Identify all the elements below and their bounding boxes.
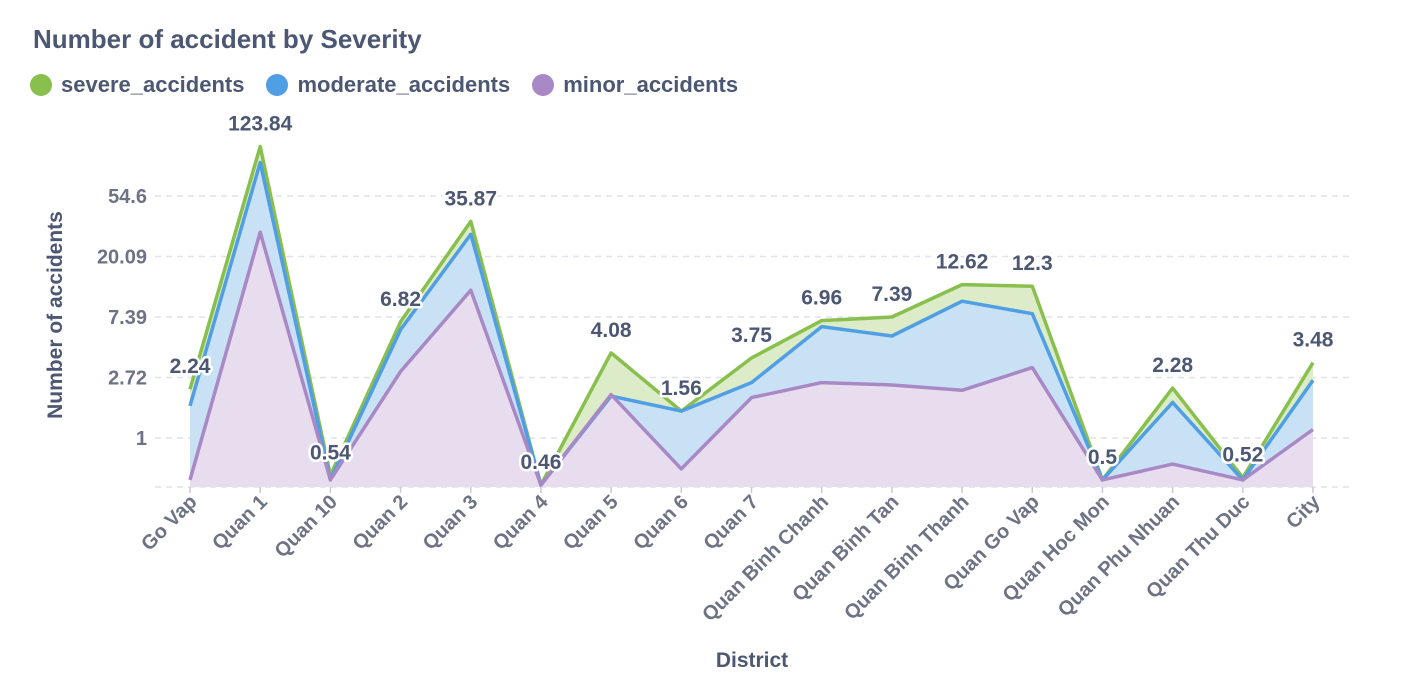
x-tick-label: City [1282, 490, 1325, 533]
x-tick-label: Quan 10 [271, 491, 342, 562]
line-severe_accidents [188, 144, 1315, 487]
x-tick-label: Quan 1 [208, 491, 271, 554]
data-label: 0.46 [521, 451, 562, 474]
data-label: 6.96 [801, 287, 842, 310]
legend-label-moderate: moderate_accidents [297, 72, 511, 97]
data-label: 2.28 [1152, 354, 1193, 377]
area-minor_accidents [190, 232, 1313, 487]
data-label: 0.52 [1222, 444, 1263, 467]
moderate-legend-dot [266, 74, 289, 96]
data-label: 35.87 [444, 187, 497, 210]
severe-legend-dot [30, 74, 52, 96]
x-tick-label: Go Vap [137, 491, 201, 555]
data-label: 123.84 [228, 112, 293, 135]
data-label: 3.48 [1293, 329, 1334, 352]
data-label: 12.62 [936, 251, 989, 274]
data-label: 1.56 [661, 377, 702, 400]
x-tick-label: Quan 3 [419, 491, 482, 554]
legend-label-minor: minor_accidents [563, 72, 739, 97]
y-tick-label: 54.6 [108, 186, 147, 208]
legend-item-minor[interactable]: minor_accidents [532, 72, 738, 98]
x-tick-label: Quan Binh Chanh [698, 491, 833, 626]
data-label: 3.75 [731, 324, 772, 347]
y-tick-label: 20.09 [97, 246, 147, 268]
line-minor_accidents [188, 230, 1315, 487]
chart-title: Number of accident by Severity [33, 24, 422, 54]
legend: severe_accidents moderate_accidents mino… [30, 72, 760, 98]
data-label: 0.54 [310, 441, 351, 464]
data-label: 12.3 [1012, 252, 1053, 275]
y-axis-title: Number of accidents [44, 211, 67, 419]
x-tick-label: Quan 5 [559, 491, 622, 554]
x-tick-label: Quan 2 [349, 491, 412, 554]
x-tick-label: Quan 4 [489, 490, 553, 554]
legend-label-severe: severe_accidents [61, 72, 245, 97]
x-axis-title: District [716, 649, 788, 672]
y-tick-label: 7.39 [108, 307, 147, 329]
minor-legend-dot [532, 74, 555, 96]
data-label: 6.82 [380, 288, 421, 311]
x-tick-label: Quan Binh Thanh [840, 491, 973, 624]
x-tick-label: Quan Phu Nhuan [1054, 491, 1184, 621]
data-label: 7.39 [871, 283, 912, 306]
line-moderate_accidents [188, 160, 1315, 487]
y-tick-label: 2.72 [108, 367, 147, 389]
legend-item-severe[interactable]: severe_accidents [30, 72, 244, 98]
x-tick-label: Quan 7 [700, 491, 763, 554]
legend-item-moderate[interactable]: moderate_accidents [266, 72, 510, 98]
data-label: 4.08 [591, 319, 632, 342]
data-label: 2.24 [170, 355, 211, 378]
x-tick-label: Quan 6 [629, 491, 692, 554]
y-tick-label: 1 [136, 428, 147, 450]
data-label: 0.5 [1088, 446, 1118, 469]
